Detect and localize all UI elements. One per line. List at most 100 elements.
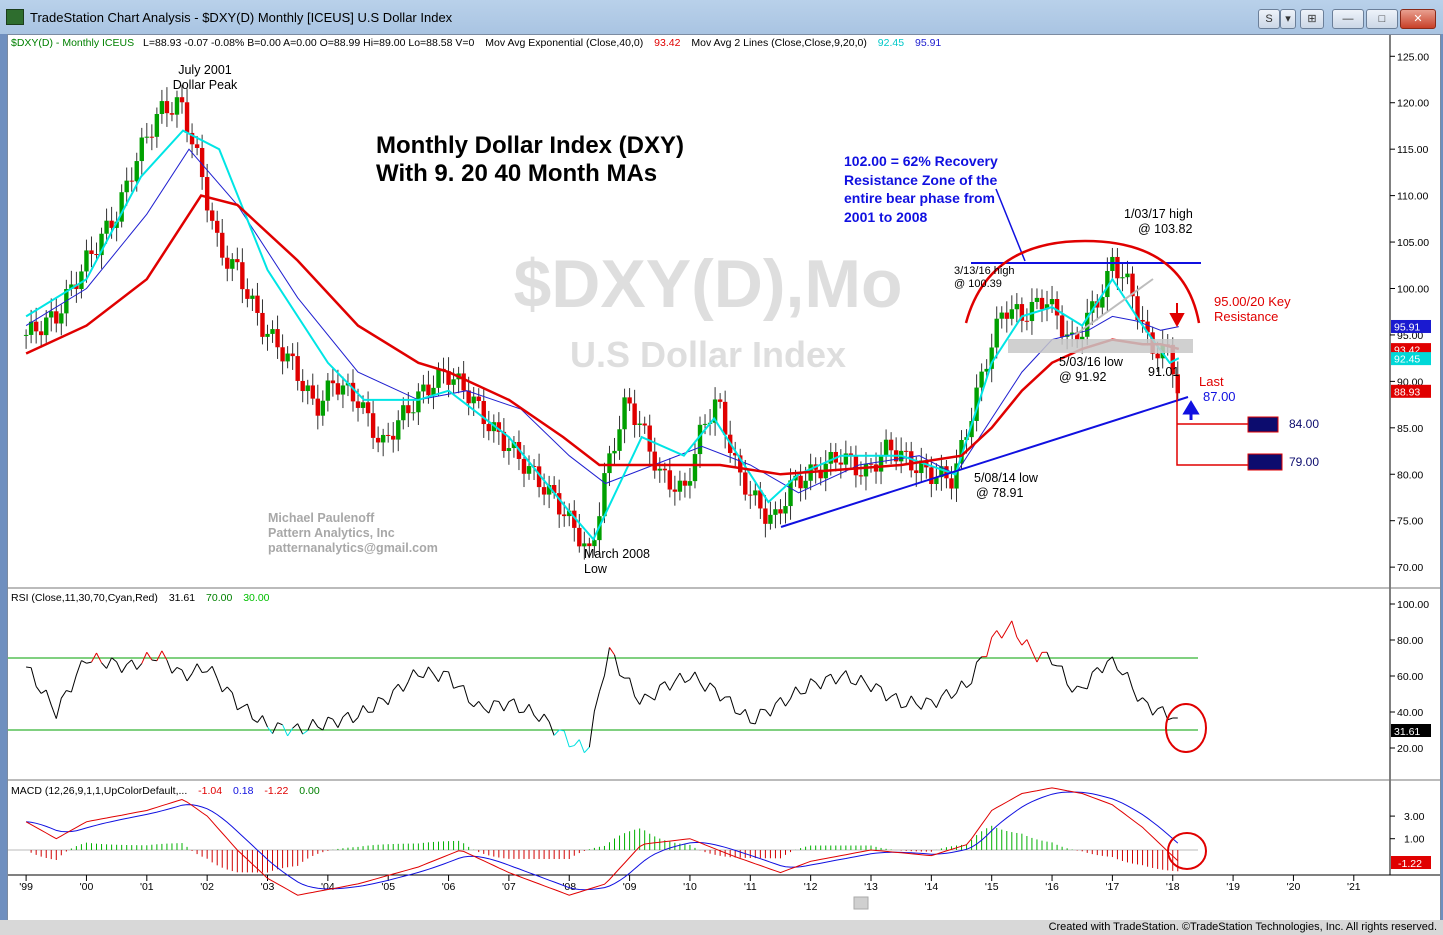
candle <box>567 503 572 527</box>
candle-body <box>320 400 326 416</box>
style-button[interactable]: S <box>1258 9 1280 29</box>
candle-body <box>697 424 703 455</box>
candle-body <box>667 470 673 490</box>
resistance-arc[interactable] <box>964 239 1201 324</box>
rsi-segment <box>292 723 299 729</box>
rsi-segment <box>538 713 545 722</box>
link-windows-button[interactable]: ⊞ <box>1300 9 1324 29</box>
rsi-segment <box>377 696 384 700</box>
candle <box>929 456 934 498</box>
rsi-segment <box>277 722 283 726</box>
time-tick-label: '05 <box>381 881 395 893</box>
macd-header: MACD (12,26,9,1,1,UpColorDefault,... -1.… <box>11 785 320 797</box>
candle-body <box>1130 273 1135 297</box>
candle-body <box>722 401 728 435</box>
candle <box>622 388 627 444</box>
maximize-button[interactable]: □ <box>1366 9 1398 29</box>
candle <box>541 473 547 506</box>
close-button[interactable]: ✕ <box>1400 9 1436 29</box>
candle-body <box>577 527 582 547</box>
candle <box>49 298 54 332</box>
rsi-segment <box>45 689 52 706</box>
price-tick-label: 120.00 <box>1397 98 1429 110</box>
candle-body <box>446 371 451 385</box>
style-dropdown-button[interactable]: ▾ <box>1280 9 1296 29</box>
candle-body <box>486 424 491 432</box>
rsi-segment <box>131 659 138 670</box>
high2016-label-1: 3/13/16 high <box>954 265 1015 277</box>
candle-body <box>677 480 683 492</box>
rsi-segment <box>458 684 464 688</box>
candle-body <box>1069 332 1075 335</box>
candle-body <box>1175 374 1180 394</box>
price-tick-label: 125.00 <box>1397 51 1429 63</box>
candle-body <box>944 466 949 479</box>
rsi-segment <box>679 672 686 683</box>
rsi-segment <box>1021 639 1028 646</box>
candle <box>506 435 512 465</box>
support-trendline[interactable] <box>780 396 1189 528</box>
candle-body <box>758 490 763 509</box>
rsi-segment <box>1031 650 1038 663</box>
candle-body <box>682 480 688 486</box>
rsi-segment <box>86 661 92 664</box>
candle-body <box>763 508 768 524</box>
rsi-last-badge-text: 31.61 <box>1394 726 1420 738</box>
candle <box>149 124 155 151</box>
candle <box>617 415 622 460</box>
rsi-segment <box>257 715 263 723</box>
candle <box>572 500 577 542</box>
header-ma9-value: 92.45 <box>878 37 904 49</box>
candle-body <box>215 220 220 233</box>
horizontal-scroll-thumb[interactable] <box>853 896 869 910</box>
rsi-segment <box>699 682 706 692</box>
watermark-symbol: $DXY(D),Mo <box>513 246 902 322</box>
rsi-segment <box>151 659 157 662</box>
rsi-segment <box>237 706 243 711</box>
candle-body <box>285 353 290 362</box>
candle-body <box>209 210 215 221</box>
candle-body <box>325 380 331 401</box>
candle <box>788 468 793 520</box>
candle-body <box>562 514 567 517</box>
time-tick-label: '08 <box>562 881 576 893</box>
candle-body <box>878 455 884 472</box>
candle-body <box>33 321 39 332</box>
candle <box>315 384 320 430</box>
candle <box>486 410 491 441</box>
candle <box>1135 285 1140 330</box>
candle <box>230 253 235 282</box>
target-box-84[interactable] <box>1247 416 1279 433</box>
rsi-segment <box>800 692 806 695</box>
rsi-segment <box>1117 669 1123 676</box>
rsi-segment <box>709 682 716 689</box>
macd-header-macd: -1.04 <box>198 785 222 797</box>
candle-body <box>199 147 205 178</box>
high2017-label-2: @ 103.82 <box>1138 222 1192 236</box>
author-email: patternanalytics@gmail.com <box>268 541 438 555</box>
candle-body <box>1029 301 1035 322</box>
candle <box>511 436 517 458</box>
target-box-79[interactable] <box>1247 453 1283 471</box>
rsi-header-label: RSI (Close,11,30,70,Cyan,Red) <box>11 592 158 604</box>
rsi-segment <box>935 696 942 708</box>
recovery-label-4: 2001 to 2008 <box>844 209 927 225</box>
candle-body <box>144 136 150 138</box>
candle <box>99 227 104 269</box>
candle <box>44 310 49 343</box>
high2016-label-2: @ 100.39 <box>954 278 1002 290</box>
ma9-line <box>25 129 1180 542</box>
candle-body <box>245 289 250 299</box>
candle <box>1059 305 1065 345</box>
rsi-segment <box>70 674 77 693</box>
time-tick-label: '15 <box>985 881 999 893</box>
up-arrow-icon <box>1182 400 1200 420</box>
candle-body <box>280 347 285 362</box>
rsi-segment <box>186 673 193 682</box>
candle-body <box>1024 320 1030 322</box>
candle <box>406 392 411 428</box>
candle <box>411 399 416 421</box>
minimize-button[interactable]: — <box>1332 9 1364 29</box>
copyright-text: Created with TradeStation. ©TradeStation… <box>1048 921 1437 933</box>
chart-canvas[interactable]: $DXY(D),Mo U.S Dollar Index $DXY(D) - Mo… <box>8 35 1440 920</box>
